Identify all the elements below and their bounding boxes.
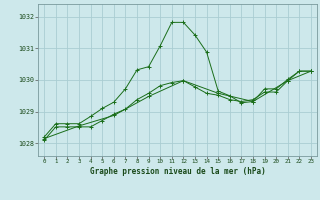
X-axis label: Graphe pression niveau de la mer (hPa): Graphe pression niveau de la mer (hPa)	[90, 167, 266, 176]
